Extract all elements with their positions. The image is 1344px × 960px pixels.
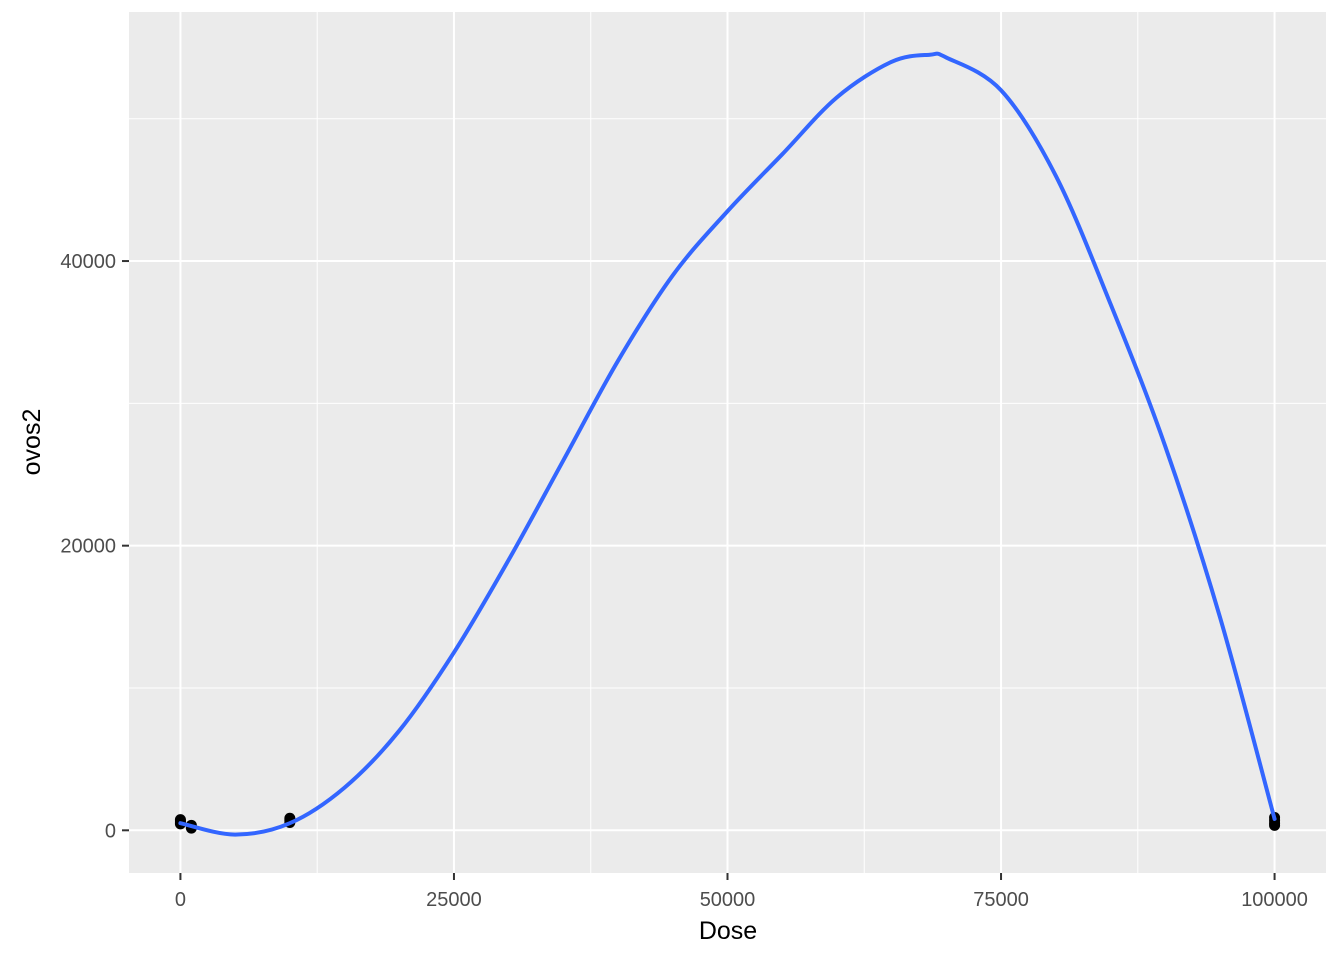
y-tick-label: 20000	[60, 536, 116, 558]
x-tick-label: 100000	[1241, 889, 1308, 911]
x-tick-label: 25000	[426, 889, 482, 911]
x-tick-label: 50000	[700, 889, 756, 911]
grid-major	[129, 12, 1326, 873]
y-tick-label: 0	[105, 820, 116, 842]
x-tick-label: 0	[175, 889, 186, 911]
y-tick-label: 40000	[60, 251, 116, 273]
x-axis-ticks: 0 25000 50000 75000 100000	[175, 873, 1308, 911]
x-axis-title: Dose	[699, 917, 757, 945]
x-tick-label: 75000	[973, 889, 1029, 911]
y-axis-ticks: 0 20000 40000	[60, 251, 129, 842]
y-axis-title: ovos2	[18, 409, 46, 476]
smooth-line	[178, 51, 1277, 837]
